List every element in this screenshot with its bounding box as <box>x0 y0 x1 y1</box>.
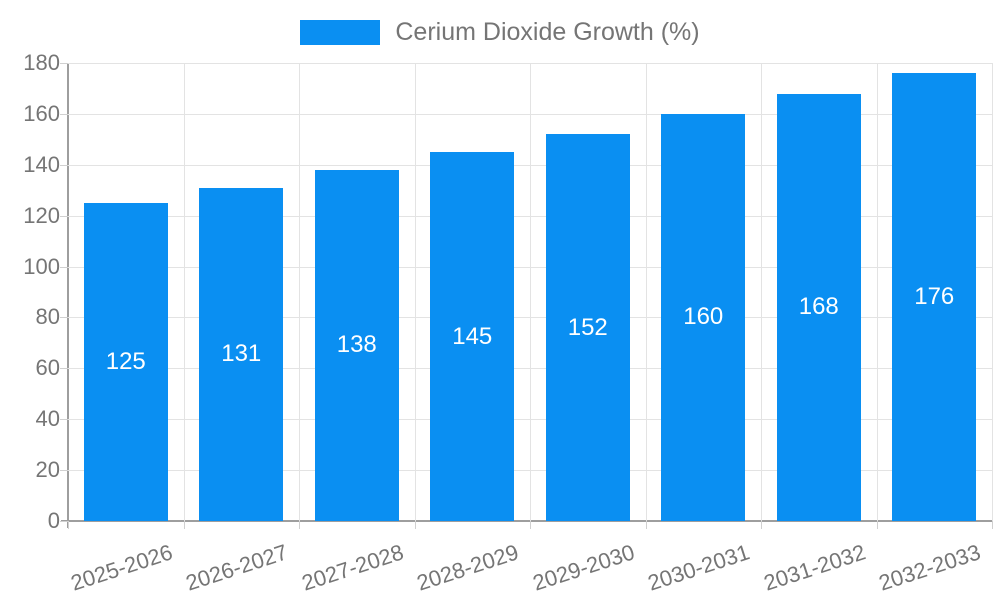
bar: 168 <box>776 93 861 521</box>
gridline-vertical <box>876 63 878 521</box>
plot-area: 0 20 40 60 80 100 120 140 160 180 125 2025-2026 131 2… <box>23 50 993 596</box>
bar: 131 <box>199 187 284 521</box>
bar: 125 <box>83 202 168 521</box>
y-axis-tick-label: 0 <box>47 508 60 533</box>
bar: 145 <box>430 152 515 521</box>
x-axis-tick <box>645 521 647 529</box>
bar-value-label: 152 <box>567 313 608 341</box>
y-axis-tick-label: 60 <box>35 355 60 381</box>
y-axis-tick <box>60 521 68 522</box>
bar-value-label: 145 <box>452 322 493 350</box>
x-axis-tick-label: 2027-2028 <box>298 539 407 596</box>
x-axis-tick <box>530 521 531 529</box>
bar-value-label: 168 <box>798 293 839 321</box>
y-axis-tick <box>60 368 68 370</box>
y-axis-tick <box>60 63 68 64</box>
y-axis-tick <box>60 113 68 115</box>
x-axis-tick-label: 2031-2032 <box>760 539 869 596</box>
gridline-vertical <box>183 63 185 521</box>
gridline-vertical <box>992 63 993 521</box>
y-axis-tick <box>60 164 68 166</box>
y-axis-tick <box>60 215 68 217</box>
x-axis-tick <box>183 521 185 529</box>
y-axis-tick-label: 40 <box>35 406 60 432</box>
x-axis-tick <box>414 521 416 529</box>
y-axis-tick-label: 160 <box>23 100 60 126</box>
bar-value-label: 131 <box>221 340 262 368</box>
bar-value-label: 138 <box>336 331 377 359</box>
y-axis-tick <box>60 317 68 319</box>
bar-value-label: 160 <box>683 303 724 331</box>
x-axis-tick <box>876 521 878 529</box>
y-axis-tick <box>60 419 68 421</box>
x-axis-tick-label: 2030-2031 <box>644 539 753 596</box>
chart-legend[interactable]: Cerium Dioxide Growth (%) <box>0 18 1000 47</box>
x-axis-tick <box>992 521 993 529</box>
bar: 138 <box>314 169 399 521</box>
bar-value-label: 176 <box>914 283 955 311</box>
y-axis-tick-label: 100 <box>23 253 60 279</box>
y-axis-tick <box>60 266 68 268</box>
y-axis-line <box>67 63 69 528</box>
x-axis-tick <box>761 521 762 529</box>
bar: 152 <box>545 134 630 521</box>
gridline-vertical <box>530 63 531 521</box>
x-axis-tick-label: 2025-2026 <box>67 539 176 596</box>
y-axis-tick <box>60 470 68 472</box>
x-axis-tick-label: 2029-2030 <box>529 539 638 596</box>
y-axis-tick-label: 20 <box>35 457 60 483</box>
x-axis-tick-label: 2026-2027 <box>182 539 291 596</box>
x-axis-tick <box>299 521 300 529</box>
x-axis-line <box>61 520 992 522</box>
bar: 176 <box>892 73 977 521</box>
bar-value-label: 125 <box>105 347 146 375</box>
gridline-vertical <box>414 63 416 521</box>
y-axis-tick-label: 140 <box>23 151 60 177</box>
x-axis-tick-label: 2028-2029 <box>413 539 522 596</box>
y-axis-tick-label: 120 <box>23 202 60 228</box>
bar: 160 <box>661 113 746 521</box>
x-axis-tick-label: 2032-2033 <box>875 539 984 596</box>
gridline-vertical <box>761 63 762 521</box>
legend-swatch <box>300 20 381 45</box>
x-axis-tick <box>68 521 69 529</box>
y-axis-tick-label: 80 <box>35 304 60 330</box>
legend-label: Cerium Dioxide Growth (%) <box>395 18 700 46</box>
gridline-vertical <box>299 63 300 521</box>
y-axis-tick-label: 180 <box>23 50 60 75</box>
gridline-vertical <box>645 63 647 521</box>
